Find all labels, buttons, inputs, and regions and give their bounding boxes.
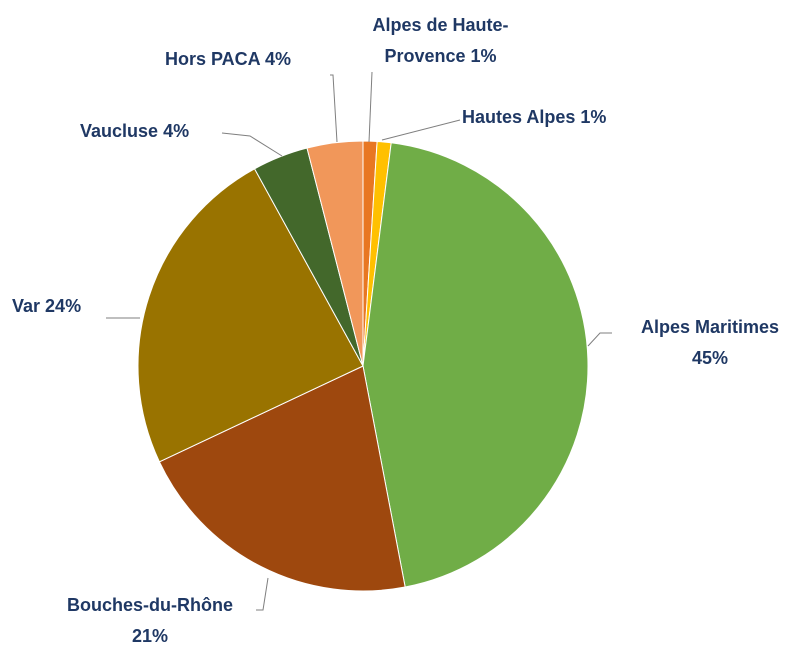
data-label: Hautes Alpes 1% (462, 102, 606, 133)
data-label: Hors PACA 4% (165, 44, 291, 75)
leader-line (587, 332, 612, 347)
value-label: 1% (470, 46, 497, 66)
category-label: Hors PACA (165, 49, 261, 69)
category-label: Vaucluse (80, 121, 159, 141)
value-label: 4% (265, 49, 292, 69)
data-label: Alpes de Haute-Provence 1% (353, 10, 528, 72)
value-label: 21% (131, 626, 169, 646)
leader-line (256, 577, 269, 611)
category-label: Bouches-du-Rhône (67, 595, 233, 615)
data-label: Var 24% (12, 291, 81, 322)
leader-line (221, 132, 283, 157)
pie-slice (362, 142, 589, 588)
leader-line (368, 71, 373, 143)
pie-slice (306, 140, 364, 367)
leader-line (381, 119, 461, 141)
category-label: Alpes Maritimes (640, 317, 780, 337)
pie-slice (158, 365, 406, 592)
category-label: Alpes de Haute-Provence (372, 15, 509, 66)
value-label: 45% (691, 348, 729, 368)
leader-line (330, 74, 338, 143)
category-label: Hautes Alpes (462, 107, 576, 127)
value-label: 24% (45, 296, 82, 316)
data-label: Alpes Maritimes 45% (615, 312, 803, 374)
category-label: Var (12, 296, 41, 316)
value-label: 1% (580, 107, 607, 127)
data-label: Bouches-du-Rhône 21% (30, 590, 270, 652)
pie-slice (137, 168, 364, 463)
data-label: Vaucluse 4% (80, 116, 189, 147)
value-label: 4% (163, 121, 190, 141)
